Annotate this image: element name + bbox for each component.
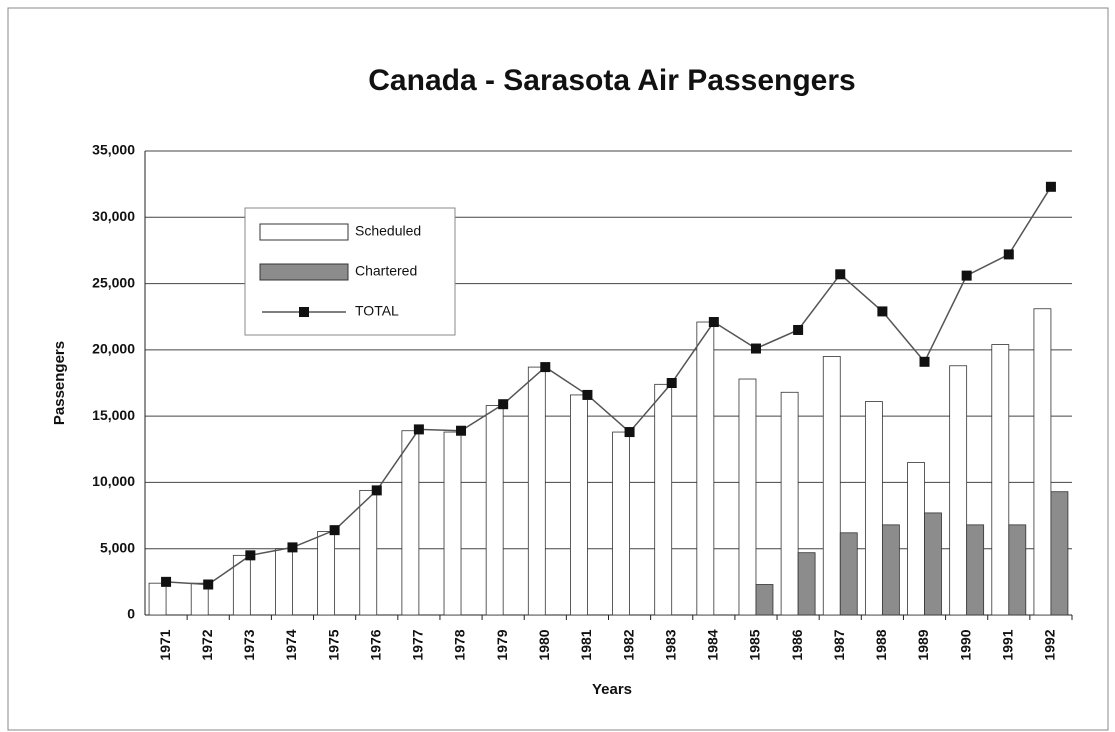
x-tick-label: 1973 — [241, 629, 257, 660]
line-marker — [750, 343, 761, 354]
bar — [907, 462, 925, 616]
bar — [755, 584, 774, 616]
bar — [1008, 524, 1027, 616]
x-tick-label: 1976 — [367, 629, 383, 660]
x-tick-label: 1974 — [283, 629, 299, 660]
x-tick-label: 1983 — [662, 629, 678, 660]
bar — [780, 391, 799, 616]
x-tick-label: 1978 — [452, 629, 468, 660]
line-marker — [961, 270, 972, 281]
line-marker — [708, 317, 719, 328]
bar — [612, 431, 630, 616]
bar — [485, 405, 504, 616]
bar — [232, 554, 251, 616]
bar — [1033, 308, 1052, 616]
bar — [738, 378, 757, 616]
x-tick-label: 1985 — [747, 629, 763, 660]
x-tick-label: 1986 — [789, 629, 805, 660]
y-tick-label: 5,000 — [100, 539, 135, 555]
line-marker — [582, 389, 593, 400]
x-tick-label: 1979 — [494, 629, 510, 660]
x-tick-label: 1980 — [536, 629, 552, 660]
bar — [966, 524, 985, 616]
y-tick-label: 10,000 — [92, 473, 135, 489]
line-marker — [329, 525, 340, 536]
line-marker — [1045, 181, 1056, 192]
x-tick-label: 1990 — [957, 629, 973, 660]
x-tick-label: 1971 — [157, 629, 173, 660]
bar — [864, 401, 883, 616]
legend-label: Chartered — [355, 263, 417, 279]
bar — [991, 344, 1010, 616]
x-tick-label: 1989 — [915, 629, 931, 660]
bar — [527, 366, 546, 616]
y-tick-label: 25,000 — [92, 274, 135, 290]
bar — [1050, 491, 1069, 616]
y-tick-label: 35,000 — [92, 142, 135, 158]
x-tick-label: 1987 — [831, 629, 847, 660]
bar — [797, 552, 816, 616]
line-series — [166, 186, 1052, 586]
x-tick-label: 1988 — [873, 629, 889, 660]
y-tick-label: 20,000 — [92, 341, 135, 357]
x-tick-label: 1984 — [705, 629, 721, 660]
bar — [275, 548, 293, 616]
bar — [570, 394, 588, 616]
bar — [881, 524, 900, 616]
x-tick-label: 1992 — [1042, 629, 1058, 660]
bar — [443, 431, 462, 616]
line-marker — [877, 306, 888, 317]
x-tick-label: 1991 — [999, 629, 1015, 660]
line-marker — [498, 399, 509, 410]
line-marker — [245, 550, 256, 561]
legend-swatch — [259, 223, 349, 241]
line-marker — [413, 424, 424, 435]
x-axis-label: Years — [592, 681, 632, 698]
y-tick-label: 0 — [127, 606, 135, 622]
bar — [696, 321, 715, 616]
line-marker — [835, 269, 846, 280]
bar — [359, 489, 378, 616]
line-marker — [666, 378, 677, 388]
x-tick-label: 1982 — [620, 629, 636, 660]
line-marker — [793, 324, 804, 335]
bar — [654, 383, 673, 616]
line-marker — [371, 485, 382, 496]
line-marker — [161, 576, 172, 587]
y-tick-label: 30,000 — [92, 208, 135, 224]
y-tick-label: 15,000 — [92, 407, 135, 423]
line-marker — [540, 362, 551, 373]
bar — [190, 582, 209, 616]
line-marker — [287, 542, 298, 553]
line-marker — [1003, 249, 1014, 260]
chart-title: Canada - Sarasota Air Passengers — [368, 64, 855, 97]
frame — [7, 7, 1109, 731]
bar — [924, 512, 942, 616]
x-tick-label: 1972 — [199, 629, 215, 660]
x-tick-label: 1981 — [578, 629, 594, 660]
bar — [317, 531, 336, 616]
legend-label: TOTAL — [355, 303, 399, 319]
bar — [822, 356, 841, 616]
bar — [148, 582, 167, 616]
x-tick-label: 1977 — [410, 629, 426, 660]
line-marker — [203, 579, 214, 590]
bar — [839, 532, 858, 616]
legend-label: Scheduled — [355, 223, 421, 239]
line-marker — [456, 425, 467, 436]
x-tick-label: 1975 — [325, 629, 341, 660]
bar — [401, 430, 420, 616]
y-axis-label: Passengers — [51, 341, 68, 425]
line-marker — [624, 427, 635, 438]
bar — [949, 365, 968, 616]
legend-swatch — [259, 263, 349, 281]
legend-marker — [299, 307, 309, 317]
line-marker — [919, 356, 930, 367]
